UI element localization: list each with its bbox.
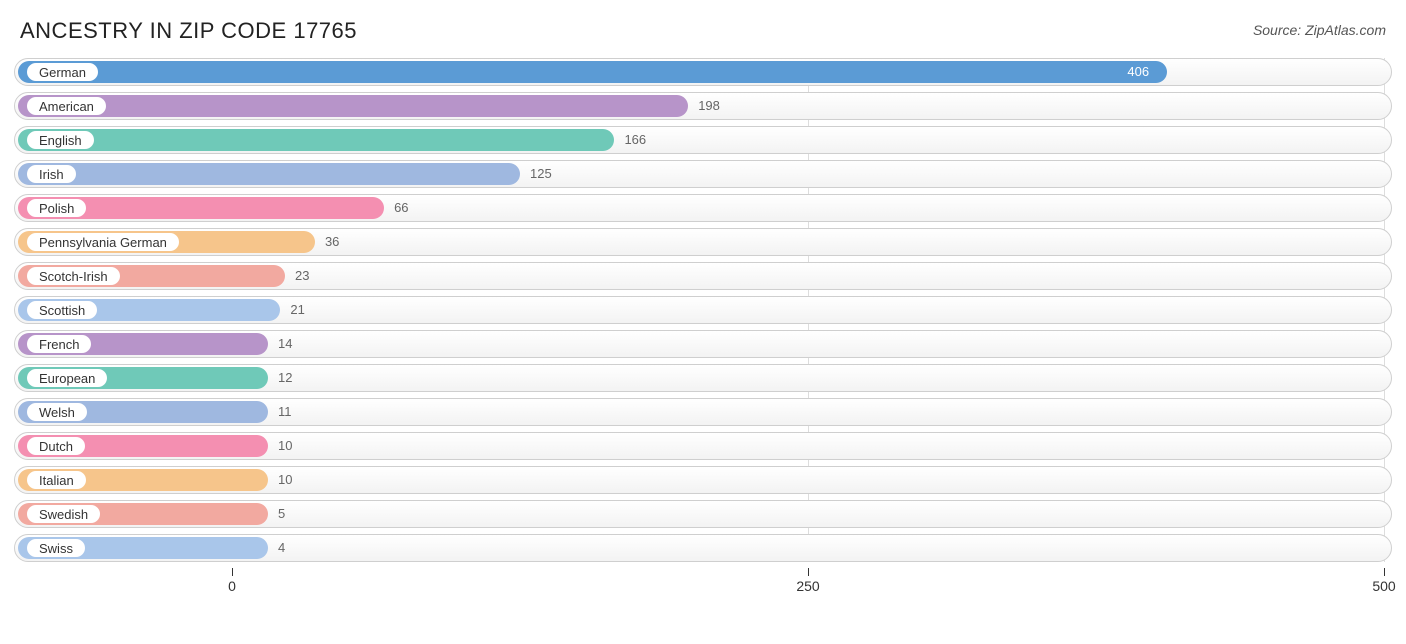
bar xyxy=(18,95,688,117)
bar-label: German xyxy=(26,62,99,82)
bar-value: 12 xyxy=(278,364,292,392)
bar-label: Scottish xyxy=(26,300,98,320)
bar-row: Swedish 5 xyxy=(14,500,1392,528)
bar-row: Welsh 11 xyxy=(14,398,1392,426)
bar-row: Dutch 10 xyxy=(14,432,1392,460)
bar-value: 10 xyxy=(278,466,292,494)
bar-label: Italian xyxy=(26,470,87,490)
bar xyxy=(18,129,614,151)
header: ANCESTRY IN ZIP CODE 17765 Source: ZipAt… xyxy=(14,18,1392,58)
bar-row: Irish 125 xyxy=(14,160,1392,188)
bar-label: Irish xyxy=(26,164,77,184)
bar-label: American xyxy=(26,96,107,116)
bar-value: 166 xyxy=(624,126,646,154)
bar-value: 10 xyxy=(278,432,292,460)
axis-tick xyxy=(808,568,809,576)
bar-label: Swedish xyxy=(26,504,101,524)
bar-value: 5 xyxy=(278,500,285,528)
chart-area: German406American198English166Irish125Po… xyxy=(14,58,1392,562)
bar-row: English 166 xyxy=(14,126,1392,154)
bar xyxy=(18,61,1167,83)
bar-row: American 198 xyxy=(14,92,1392,120)
bar-label: Welsh xyxy=(26,402,88,422)
axis-tick-label: 500 xyxy=(1372,578,1395,594)
axis-tick-label: 0 xyxy=(228,578,236,594)
bar-label: Swiss xyxy=(26,538,86,558)
bar-row: Pennsylvania German 36 xyxy=(14,228,1392,256)
chart-title: ANCESTRY IN ZIP CODE 17765 xyxy=(20,18,357,44)
bar-value: 36 xyxy=(325,228,339,256)
bar-value: 66 xyxy=(394,194,408,222)
axis-tick-label: 250 xyxy=(796,578,819,594)
bar xyxy=(18,163,520,185)
bar-value: 198 xyxy=(698,92,720,120)
bar-row: Polish 66 xyxy=(14,194,1392,222)
axis-tick xyxy=(232,568,233,576)
bar-label: Dutch xyxy=(26,436,86,456)
bar-row: Scottish 21 xyxy=(14,296,1392,324)
bar-row: French 14 xyxy=(14,330,1392,358)
bar-value: 14 xyxy=(278,330,292,358)
x-axis: 0 250 500 xyxy=(14,568,1392,598)
bar-value: 23 xyxy=(295,262,309,290)
bar-label: Scotch-Irish xyxy=(26,266,121,286)
chart-container: ANCESTRY IN ZIP CODE 17765 Source: ZipAt… xyxy=(0,0,1406,644)
bar-row: German 406 xyxy=(14,58,1392,86)
bar-label: European xyxy=(26,368,108,388)
bar-label: English xyxy=(26,130,95,150)
bar-value: 21 xyxy=(290,296,304,324)
bar-label: Polish xyxy=(26,198,87,218)
bar-value: 125 xyxy=(530,160,552,188)
bar-value: 11 xyxy=(278,398,292,426)
axis-tick xyxy=(1384,568,1385,576)
bar-row: European 12 xyxy=(14,364,1392,392)
bar-row: Swiss 4 xyxy=(14,534,1392,562)
bar-row: Italian 10 xyxy=(14,466,1392,494)
bar-value: 4 xyxy=(278,534,285,562)
chart-source: Source: ZipAtlas.com xyxy=(1253,18,1386,38)
bar-value: 406 xyxy=(1127,58,1149,86)
bar-label: French xyxy=(26,334,92,354)
bar-label: Pennsylvania German xyxy=(26,232,180,252)
bar-row: Scotch-Irish 23 xyxy=(14,262,1392,290)
